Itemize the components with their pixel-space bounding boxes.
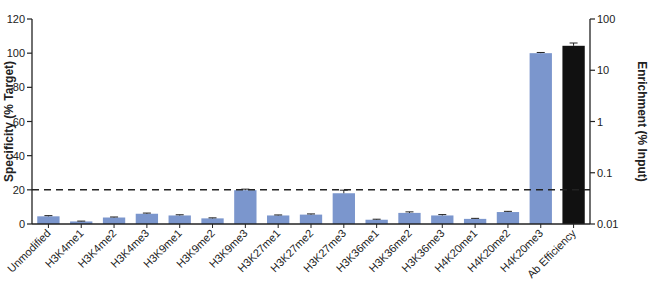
error-cap (405, 211, 413, 212)
y-tick (27, 121, 32, 122)
axes: 0204060801001200.010.1110100UnmodifiedH3… (5, 13, 618, 280)
error-bar (44, 215, 52, 217)
x-tick (311, 224, 312, 228)
x-tick (114, 224, 115, 228)
error-cap (307, 213, 315, 214)
y-axis-title: Specificity (% Target) (2, 61, 16, 182)
bar (562, 46, 584, 224)
y-tick (27, 53, 32, 54)
y2-tick-label: 1 (597, 116, 603, 128)
error-cap (471, 218, 479, 219)
error-bar (77, 221, 85, 222)
error-cap (110, 216, 118, 217)
error-bar (209, 217, 217, 219)
x-tick (573, 224, 574, 228)
y2-tick (590, 70, 595, 71)
y-tick (27, 155, 32, 156)
bar (169, 215, 191, 224)
bar (431, 215, 453, 224)
y-tick (27, 18, 32, 19)
x-tick (48, 224, 49, 228)
error-bar (405, 212, 413, 213)
error-cap (373, 219, 381, 220)
error-bar (537, 52, 545, 54)
error-cap (44, 215, 52, 216)
x-tick (409, 224, 410, 228)
x-tick-label: Unmodified (5, 227, 53, 275)
y-tick (27, 87, 32, 88)
error-bar (471, 218, 479, 220)
bar (464, 219, 486, 224)
y2-tick (590, 121, 595, 122)
error-cap (209, 217, 217, 218)
x-tick-label: Ab Efficiency (525, 227, 579, 281)
error-bar (373, 219, 381, 221)
y2-axis-title: Enrichment (% Input) (635, 61, 649, 182)
y-tick (27, 223, 32, 224)
x-tick (146, 224, 147, 228)
x-tick (278, 224, 279, 228)
error-bar (143, 213, 151, 215)
bar (333, 193, 355, 224)
x-tick (442, 224, 443, 228)
y2-tick-label: 0.1 (597, 167, 612, 179)
error-bar (274, 214, 282, 216)
bar (530, 53, 552, 224)
x-tick (179, 224, 180, 228)
y2-tick-label: 10 (597, 64, 609, 76)
bar (497, 212, 519, 224)
bar (234, 190, 256, 224)
bar (37, 216, 59, 224)
y-tick-label: 120 (7, 13, 25, 25)
y2-tick-label: 0.01 (597, 218, 618, 230)
error-bar (504, 211, 512, 213)
error-bar (110, 216, 118, 218)
y-tick-label: 20 (13, 184, 25, 196)
error-cap (274, 214, 282, 215)
chart: 0204060801001200.010.1110100UnmodifiedH3… (0, 0, 650, 305)
error-bar (307, 213, 315, 215)
error-cap (77, 221, 85, 222)
y2-tick-label: 100 (597, 13, 615, 25)
x-tick (343, 224, 344, 228)
x-tick (212, 224, 213, 228)
plot-area (32, 43, 590, 224)
bar (103, 218, 125, 224)
y-tick-label: 100 (7, 47, 25, 59)
x-tick (81, 224, 82, 228)
error-bar (340, 190, 348, 193)
error-cap (570, 43, 578, 44)
bar (201, 218, 223, 224)
bar (267, 215, 289, 224)
x-tick (507, 224, 508, 228)
error-cap (176, 214, 184, 215)
y2-tick (590, 18, 595, 19)
x-tick (475, 224, 476, 228)
error-cap (438, 214, 446, 215)
bar (398, 213, 420, 224)
error-cap (504, 211, 512, 212)
error-bar (176, 214, 184, 216)
x-tick (540, 224, 541, 228)
y2-tick (590, 172, 595, 173)
bar (136, 214, 158, 224)
y-tick (27, 189, 32, 190)
reference-line (32, 189, 590, 191)
x-tick (245, 224, 246, 228)
x-tick (376, 224, 377, 228)
y-tick-label: 0 (19, 218, 25, 230)
error-cap (143, 213, 151, 214)
error-cap (537, 52, 545, 53)
bar (300, 215, 322, 224)
error-bar (438, 214, 446, 216)
error-bar (570, 43, 578, 46)
y2-tick (590, 223, 595, 224)
